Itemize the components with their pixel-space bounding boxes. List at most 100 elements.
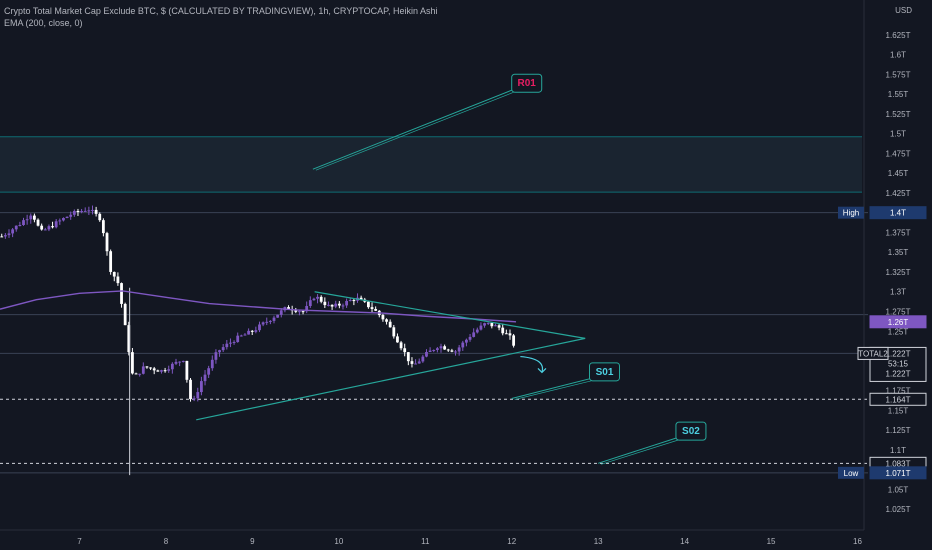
candle-body: [76, 210, 80, 213]
annotation-callout-line: [511, 378, 590, 399]
candle-body: [29, 215, 33, 220]
candle-body: [218, 350, 221, 353]
annotation-callout-line-2: [315, 91, 514, 171]
candle-body: [145, 366, 149, 368]
candle-body: [323, 301, 327, 306]
y-tick-label: 1.275T: [886, 308, 911, 317]
candle-body: [330, 304, 334, 307]
price-tag-value: 1.083T: [886, 459, 911, 468]
price-tag-value: 1.164T: [886, 395, 911, 404]
resistance-zone: [0, 136, 862, 193]
candle-body: [490, 322, 494, 327]
candle-body: [316, 296, 319, 299]
candle-body: [62, 217, 65, 221]
candle-body: [239, 335, 243, 337]
annotation-box-s01: [589, 362, 621, 382]
x-tick-label: 16: [853, 537, 862, 546]
candle-body: [54, 221, 58, 228]
price-tag-label: Low: [844, 469, 859, 478]
candle-body: [479, 325, 483, 330]
candle-body: [483, 323, 486, 326]
x-tick-label: 7: [77, 537, 82, 546]
candle-body: [403, 348, 407, 353]
candle-body: [475, 329, 479, 333]
candle-body: [432, 350, 436, 352]
candle-body: [421, 356, 425, 362]
y-tick-label: 1.5T: [890, 130, 906, 139]
candle-body: [450, 350, 454, 352]
candle-body: [156, 370, 160, 372]
price-tag: [869, 206, 927, 220]
candle-body: [312, 298, 316, 301]
candle-body: [425, 351, 428, 357]
candle-body: [243, 334, 247, 336]
candle-body: [138, 373, 142, 375]
candle-body: [308, 300, 312, 306]
candle-body: [417, 361, 421, 364]
y-tick-label: 1.425T: [886, 189, 911, 198]
candle-body: [149, 367, 152, 369]
candle-body: [305, 305, 309, 312]
candle-body: [319, 296, 323, 302]
candle-body: [91, 209, 94, 211]
trendline-1: [196, 337, 586, 421]
current-price-value-2: 1.222T: [886, 369, 911, 378]
price-tag: [869, 315, 927, 329]
candle-body: [109, 251, 113, 272]
candle-body: [141, 366, 145, 374]
candle-body: [80, 211, 83, 213]
y-tick-label: 1.625T: [886, 31, 911, 40]
candle-body: [298, 311, 301, 313]
x-tick-label: 10: [334, 537, 343, 546]
symbol-tag: [857, 346, 889, 360]
candle-body: [120, 283, 123, 304]
candle-body: [3, 235, 7, 237]
candle-body: [160, 370, 163, 372]
candle-body: [250, 330, 254, 332]
y-tick-label: 1.575T: [886, 70, 911, 79]
forecast-arrowhead: [537, 367, 547, 374]
candle-body: [192, 398, 196, 400]
candle-body: [36, 219, 40, 226]
x-tick-label: 13: [594, 537, 603, 546]
candle-body: [123, 303, 127, 326]
candle-body: [72, 210, 76, 215]
annotation-box-s02: [675, 421, 707, 441]
candle-body: [366, 301, 370, 308]
candle-body: [189, 379, 192, 400]
candle-body: [385, 319, 388, 322]
x-tick-label: 11: [421, 537, 430, 546]
price-tag-label: High: [843, 209, 859, 218]
candle-body: [410, 361, 414, 364]
y-tick-label: 1.45T: [888, 169, 909, 178]
trendline-0: [314, 291, 586, 339]
candle-body: [494, 325, 497, 327]
candle-body: [279, 310, 283, 315]
y-axis-unit: USD: [895, 6, 912, 15]
y-tick-label: 1.05T: [888, 485, 909, 494]
candle-body: [203, 374, 207, 382]
candle-body: [446, 349, 450, 351]
y-tick-label: 1.325T: [886, 268, 911, 277]
candle-body: [348, 300, 352, 302]
y-tick-label: 1.3T: [890, 288, 906, 297]
candle-body: [414, 363, 417, 365]
candle-body: [152, 368, 156, 371]
chart-legend-indicator[interactable]: EMA (200, close, 0): [4, 18, 83, 28]
candle-body: [428, 350, 432, 352]
x-tick-label: 9: [250, 537, 255, 546]
price-tag-value: 1.4T: [890, 209, 906, 218]
candle-body: [167, 369, 171, 371]
candle-body: [504, 333, 508, 335]
y-tick-label: 1.1T: [890, 446, 906, 455]
candle-body: [83, 210, 87, 212]
candle-body: [221, 347, 225, 351]
candle-body: [87, 210, 91, 212]
candle-body: [396, 336, 399, 343]
candle-body: [178, 361, 182, 363]
candle-body: [381, 315, 385, 320]
candle-body: [101, 220, 105, 234]
candle-body: [65, 216, 69, 218]
candle-body: [501, 327, 505, 334]
